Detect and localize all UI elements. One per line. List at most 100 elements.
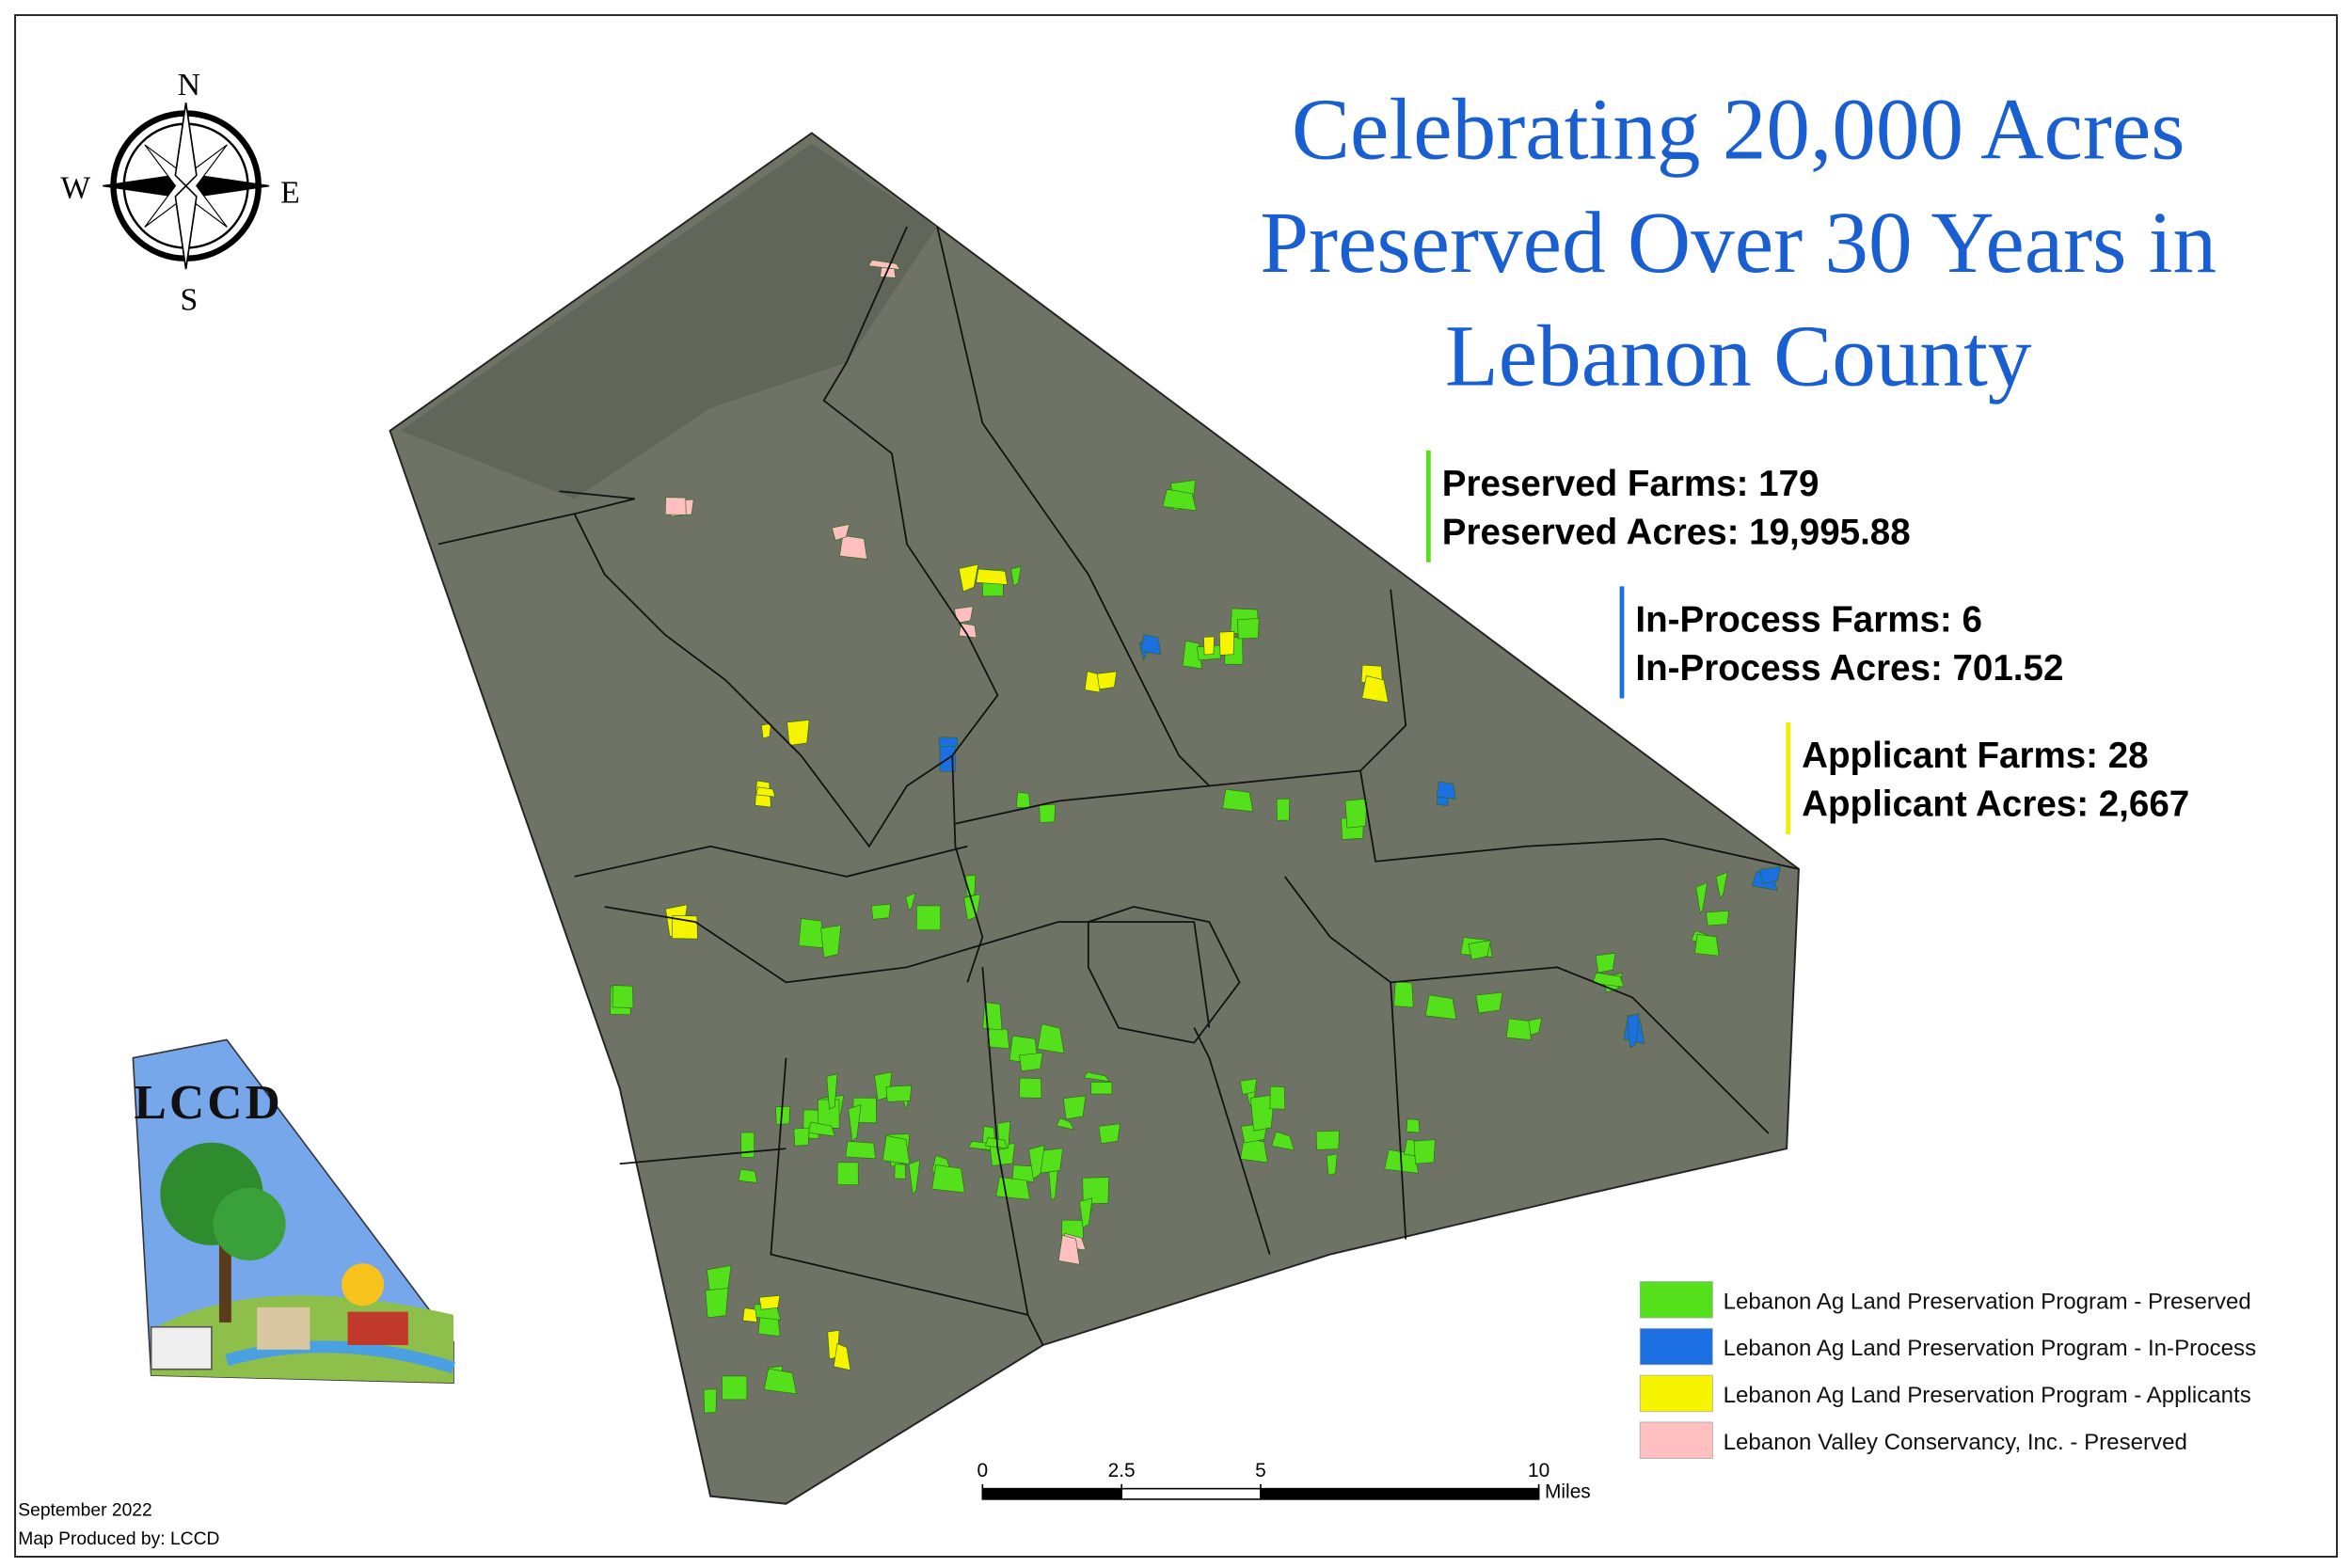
title-line: Preserved Over 30 Years in bbox=[1260, 195, 2217, 292]
parcel bbox=[1218, 631, 1235, 656]
parcel bbox=[1758, 865, 1781, 885]
boundary bbox=[1283, 876, 1770, 1134]
parcel bbox=[1037, 1023, 1065, 1054]
parcel bbox=[1436, 781, 1456, 800]
parcel bbox=[1018, 1052, 1043, 1072]
stat-text: Preserved Farms: 179 bbox=[1442, 464, 1820, 504]
scale-segment bbox=[1260, 1487, 1540, 1500]
parcel bbox=[836, 1162, 859, 1185]
logo-house bbox=[150, 1325, 213, 1370]
stat-text: Preserved Acres: 19,995.88 bbox=[1442, 512, 1911, 552]
parcel bbox=[1406, 1118, 1421, 1133]
parcel bbox=[915, 905, 942, 931]
parcel bbox=[1083, 1071, 1110, 1083]
parcel bbox=[760, 722, 772, 739]
parcel bbox=[1595, 952, 1616, 974]
boundary bbox=[1087, 906, 1241, 1044]
county-outline bbox=[389, 132, 1800, 1505]
scale-segment bbox=[981, 1487, 1122, 1500]
boundary bbox=[559, 490, 953, 848]
parcel bbox=[870, 903, 892, 920]
boundary bbox=[604, 906, 1211, 1028]
parcel bbox=[1468, 940, 1491, 960]
parcel bbox=[1061, 1219, 1084, 1239]
parcel bbox=[1715, 871, 1728, 900]
boundary bbox=[822, 226, 999, 983]
parcel bbox=[1393, 981, 1414, 1008]
parcel bbox=[1695, 881, 1708, 915]
parcel bbox=[1413, 1139, 1436, 1164]
compass-rose: N S E W bbox=[60, 68, 299, 317]
boundary bbox=[1390, 982, 1407, 1240]
logo-river bbox=[225, 1340, 455, 1374]
parcel bbox=[1505, 1018, 1532, 1040]
parcel bbox=[1039, 803, 1057, 823]
parcel bbox=[1162, 488, 1198, 512]
parcel bbox=[958, 563, 979, 593]
legend-label: Lebanon Valley Conservancy, Inc. - Prese… bbox=[1724, 1430, 2187, 1455]
parcel bbox=[848, 1104, 862, 1142]
parcel bbox=[820, 925, 842, 958]
parcel bbox=[703, 1388, 717, 1414]
parcel bbox=[995, 1177, 1031, 1200]
footer-text: September 2022 bbox=[18, 1501, 151, 1521]
parcel bbox=[1475, 991, 1503, 1014]
logo-barn bbox=[347, 1311, 408, 1346]
parcel bbox=[938, 736, 959, 748]
parcel bbox=[959, 623, 977, 639]
parcel bbox=[1276, 798, 1291, 821]
legend: Lebanon Ag Land Preservation Program - P… bbox=[1639, 1281, 2256, 1459]
parcel bbox=[1084, 671, 1101, 693]
parcel bbox=[1079, 1197, 1093, 1228]
boundary bbox=[936, 226, 1407, 787]
parcel bbox=[722, 1375, 748, 1401]
title-line: Lebanon County bbox=[1445, 309, 2032, 405]
parcel bbox=[664, 497, 687, 515]
scale-label: 10 bbox=[1528, 1460, 1549, 1481]
scale-label: 2.5 bbox=[1108, 1460, 1136, 1481]
parcel bbox=[758, 1294, 781, 1310]
parcel bbox=[1269, 1085, 1286, 1110]
title: Celebrating 20,000 Acres Preserved Over 3… bbox=[1260, 82, 2217, 405]
parcel bbox=[1011, 1164, 1035, 1182]
parcel bbox=[740, 1132, 755, 1158]
scale-label: 5 bbox=[1255, 1460, 1266, 1481]
compass-point bbox=[174, 184, 198, 270]
boundary bbox=[955, 784, 1210, 825]
legend-label: Lebanon Ag Land Preservation Program - P… bbox=[1724, 1289, 2251, 1314]
parcel bbox=[1249, 1094, 1275, 1132]
parcel bbox=[787, 720, 810, 746]
parcel bbox=[1016, 791, 1031, 809]
parcel bbox=[1019, 1077, 1042, 1099]
parcel bbox=[885, 1085, 912, 1102]
logo-text: LCCD bbox=[134, 1076, 283, 1130]
parcel bbox=[833, 1343, 851, 1371]
parcel bbox=[738, 1168, 758, 1183]
compass-south: S bbox=[180, 282, 198, 317]
scale-segment bbox=[1120, 1487, 1262, 1500]
parcel bbox=[1090, 1082, 1113, 1095]
parcel bbox=[1706, 910, 1729, 927]
parcel bbox=[1062, 1095, 1087, 1120]
stat-text: In-Process Farms: 6 bbox=[1635, 600, 1981, 641]
parcel bbox=[931, 1164, 965, 1194]
logo-tree bbox=[213, 1187, 286, 1261]
parcel bbox=[986, 1027, 1010, 1050]
parcel bbox=[1344, 798, 1368, 829]
parcel bbox=[1424, 994, 1457, 1021]
parcel bbox=[798, 918, 825, 949]
parcel bbox=[1140, 633, 1162, 656]
parcel bbox=[1694, 933, 1720, 957]
parcel bbox=[755, 786, 776, 798]
legend-swatch bbox=[1639, 1327, 1713, 1366]
ridge bbox=[400, 143, 938, 499]
parcel bbox=[1271, 1131, 1295, 1151]
boundary bbox=[1359, 770, 1800, 870]
parcel bbox=[1627, 1013, 1640, 1049]
footer: September 2022 Map Produced by: LCCD bbox=[18, 1501, 219, 1550]
stat-text: In-Process Acres: 701.52 bbox=[1635, 648, 2063, 689]
lccd-logo: LCCD bbox=[132, 1038, 455, 1384]
parcel bbox=[908, 1159, 921, 1196]
